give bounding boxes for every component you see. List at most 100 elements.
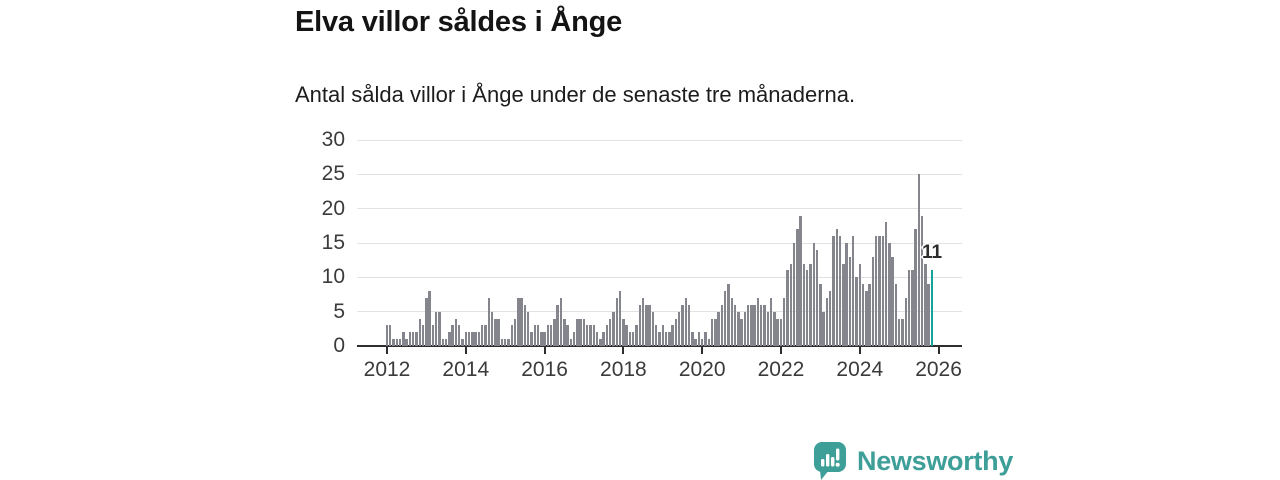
bar <box>595 332 599 346</box>
bar <box>435 311 438 346</box>
x-tick-2026 <box>937 347 940 354</box>
x-axis-line <box>357 345 962 347</box>
bar <box>924 263 927 346</box>
bar <box>881 236 884 346</box>
bar <box>448 332 451 346</box>
bar <box>425 297 428 346</box>
bar <box>645 304 648 346</box>
bar <box>582 318 586 346</box>
bar <box>828 291 832 346</box>
bar <box>599 339 602 346</box>
x-tick-2012 <box>386 347 388 354</box>
x-tick-2024 <box>858 347 861 354</box>
bar <box>707 339 710 346</box>
bar <box>461 339 464 346</box>
bar <box>431 325 435 346</box>
bar <box>513 318 517 346</box>
bar <box>691 332 694 346</box>
bar <box>441 339 445 346</box>
bar <box>871 256 875 346</box>
bar <box>592 325 596 346</box>
bar <box>845 243 848 346</box>
y-tick-label-5: 5 <box>333 299 345 323</box>
bar <box>586 325 589 346</box>
bar <box>464 332 467 346</box>
x-tick-label-2024: 2024 <box>836 358 884 381</box>
y-tick-label-30: 30 <box>321 128 345 151</box>
x-tick-2022 <box>779 347 782 354</box>
bar <box>815 249 819 346</box>
bar <box>421 325 425 346</box>
bar <box>792 243 796 346</box>
bar <box>549 325 553 346</box>
bar <box>786 270 789 346</box>
gridline-10 <box>357 276 962 278</box>
chart-title: Elva villor såldes i Ånge <box>295 6 623 38</box>
bar <box>740 318 743 346</box>
bar <box>454 318 458 346</box>
bar <box>760 304 763 346</box>
x-tick-label-2016: 2016 <box>521 358 568 381</box>
x-tick-2014 <box>464 347 467 354</box>
bar <box>779 318 783 346</box>
bar <box>628 332 632 346</box>
bar <box>605 325 609 346</box>
bar <box>888 243 891 346</box>
bar <box>540 332 543 346</box>
y-tick-label-0: 0 <box>333 334 345 357</box>
bar <box>677 311 681 346</box>
bar <box>654 325 658 346</box>
bar <box>415 332 418 346</box>
bar <box>579 318 582 346</box>
bar <box>822 311 825 346</box>
bar <box>884 222 888 346</box>
bar <box>615 297 619 346</box>
bar <box>750 304 753 346</box>
bar <box>723 291 727 346</box>
x-tick-2016 <box>543 347 546 354</box>
gridline-20 <box>357 208 962 210</box>
bar <box>569 339 573 346</box>
bar <box>773 311 776 346</box>
bar <box>874 236 878 346</box>
last-value-label: 11 <box>922 242 943 264</box>
bar <box>796 229 799 346</box>
bar <box>809 263 812 346</box>
bar <box>543 332 546 346</box>
bar <box>408 332 412 346</box>
bar <box>868 284 871 346</box>
bar <box>536 325 540 346</box>
bar <box>530 332 533 346</box>
bar <box>848 256 852 346</box>
bar <box>802 263 806 346</box>
bar <box>812 243 816 346</box>
bar <box>622 318 625 346</box>
bar <box>618 291 622 346</box>
bar <box>484 325 487 346</box>
bar <box>897 318 901 346</box>
bar <box>490 311 494 346</box>
bar <box>914 229 917 346</box>
bar <box>395 339 399 346</box>
bar <box>641 297 645 346</box>
bar <box>559 297 563 346</box>
bar <box>743 311 747 346</box>
bar <box>556 304 559 346</box>
bar <box>507 339 510 346</box>
bar <box>566 325 569 346</box>
x-tick-label-2026: 2026 <box>915 358 962 381</box>
bar <box>648 304 651 346</box>
bar <box>497 318 500 346</box>
bar <box>727 284 730 346</box>
newsworthy-logo-text: Newsworthy <box>857 445 1014 476</box>
bar <box>412 332 415 346</box>
bar <box>520 297 523 346</box>
chart-subtitle: Antal sålda villor i Ånge under de senas… <box>295 82 856 107</box>
bar <box>700 339 704 346</box>
bar <box>576 318 579 346</box>
bar <box>714 318 717 346</box>
bar <box>704 332 707 346</box>
bar <box>674 318 678 346</box>
bar <box>523 304 527 346</box>
bar <box>891 256 894 346</box>
